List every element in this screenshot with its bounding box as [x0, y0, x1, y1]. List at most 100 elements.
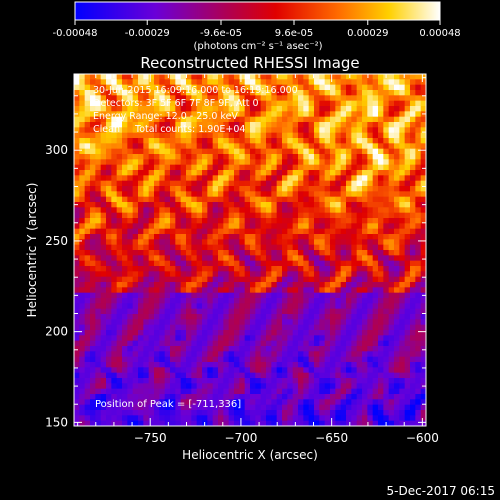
heatmap-cell [132, 116, 139, 123]
heatmap-cell [175, 356, 182, 363]
heatmap-cell [100, 266, 107, 272]
heatmap-cell [372, 250, 379, 256]
heatmap-cell [308, 79, 315, 86]
heatmap-cell [388, 191, 395, 198]
heatmap-cell [159, 340, 166, 347]
heatmap-cell [420, 346, 427, 352]
heatmap-cell [180, 180, 187, 187]
heatmap-cell [319, 244, 326, 251]
heatmap-cell [356, 410, 363, 416]
heatmap-cell [260, 415, 267, 422]
heatmap-cell [282, 351, 288, 358]
heatmap-cell [218, 212, 224, 219]
heatmap-cell [346, 314, 352, 320]
heatmap-cell [260, 212, 267, 219]
heatmap-cell [346, 202, 352, 208]
heatmap-cell [372, 308, 379, 315]
heatmap-cell [394, 212, 400, 219]
heatmap-cell [250, 79, 256, 86]
heatmap-cell [388, 335, 395, 342]
heatmap-cell [127, 116, 134, 123]
heatmap-cell [292, 388, 299, 395]
heatmap-cell [154, 351, 160, 358]
heatmap-cell [356, 282, 363, 288]
heatmap-cell [218, 143, 224, 150]
heatmap-cell [74, 138, 80, 144]
heatmap-cell [356, 132, 363, 139]
heatmap-cell [127, 356, 134, 363]
heatmap-cell [84, 95, 91, 102]
heatmap-cell [159, 111, 166, 118]
heatmap-cell [404, 420, 411, 427]
heatmap-cell [420, 159, 427, 166]
heatmap-cell [298, 324, 304, 331]
heatmap-cell [276, 154, 283, 160]
heatmap-cell [335, 255, 342, 262]
heatmap-cell [106, 138, 112, 144]
heatmap-cell [218, 362, 224, 368]
heatmap-cell [399, 127, 406, 134]
heatmap-cell [346, 324, 352, 331]
heatmap-cell [388, 234, 395, 240]
heatmap-cell [186, 116, 192, 123]
heatmap-cell [415, 303, 422, 310]
heatmap-cell [314, 308, 320, 315]
heatmap-cell [266, 330, 272, 336]
heatmap-cell [239, 212, 246, 219]
heatmap-cell [282, 191, 288, 198]
heatmap-cell [255, 132, 262, 139]
heatmap-cell [175, 95, 182, 102]
heatmap-cell [314, 335, 320, 342]
heatmap-cell [292, 378, 299, 384]
heatmap-cell [250, 356, 256, 363]
heatmap-cell [84, 212, 91, 219]
heatmap-cell [159, 314, 166, 320]
heatmap-cell [410, 202, 416, 208]
heatmap-cell [415, 388, 422, 395]
heatmap-cell [95, 346, 102, 352]
heatmap-cell [303, 234, 310, 240]
heatmap-cell [410, 282, 416, 288]
heatmap-cell [122, 271, 128, 278]
heatmap-cell [351, 84, 358, 91]
heatmap-cell [399, 404, 406, 411]
heatmap-cell [404, 175, 411, 182]
heatmap-cell [319, 410, 326, 416]
heatmap-cell [223, 255, 230, 262]
heatmap-cell [223, 175, 230, 182]
heatmap-cell [116, 186, 123, 192]
heatmap-cell [111, 308, 118, 315]
heatmap-cell [84, 415, 91, 422]
heatmap-cell [74, 186, 80, 192]
heatmap-cell [388, 271, 395, 278]
heatmap-cell [415, 111, 422, 118]
heatmap-cell [180, 298, 187, 304]
heatmap-cell [399, 202, 406, 208]
colorbar-tick-label: -9.6e-05 [200, 28, 242, 39]
heatmap-cell [404, 367, 411, 374]
heatmap-cell [180, 324, 187, 331]
heatmap-cell [308, 228, 315, 235]
heatmap-cell [84, 90, 91, 96]
heatmap-cell [95, 175, 102, 182]
heatmap-cell [308, 335, 315, 342]
heatmap-cell [399, 330, 406, 336]
heatmap-cell [111, 132, 118, 139]
heatmap-cell [303, 340, 310, 347]
heatmap-cell [250, 420, 256, 427]
heatmap-cell [186, 196, 192, 203]
heatmap-cell [127, 186, 134, 192]
heatmap-cell [276, 175, 283, 182]
heatmap-cell [282, 116, 288, 123]
heatmap-cell [276, 292, 283, 299]
heatmap-cell [138, 218, 144, 224]
heatmap-cell [292, 170, 299, 176]
heatmap-cell [372, 154, 379, 160]
heatmap-cell [239, 340, 246, 347]
heatmap-cell [218, 367, 224, 374]
heatmap-cell [276, 351, 283, 358]
heatmap-cell [394, 116, 400, 123]
heatmap-cell [175, 383, 182, 390]
heatmap-cell [170, 84, 176, 91]
heatmap-cell [84, 388, 91, 395]
